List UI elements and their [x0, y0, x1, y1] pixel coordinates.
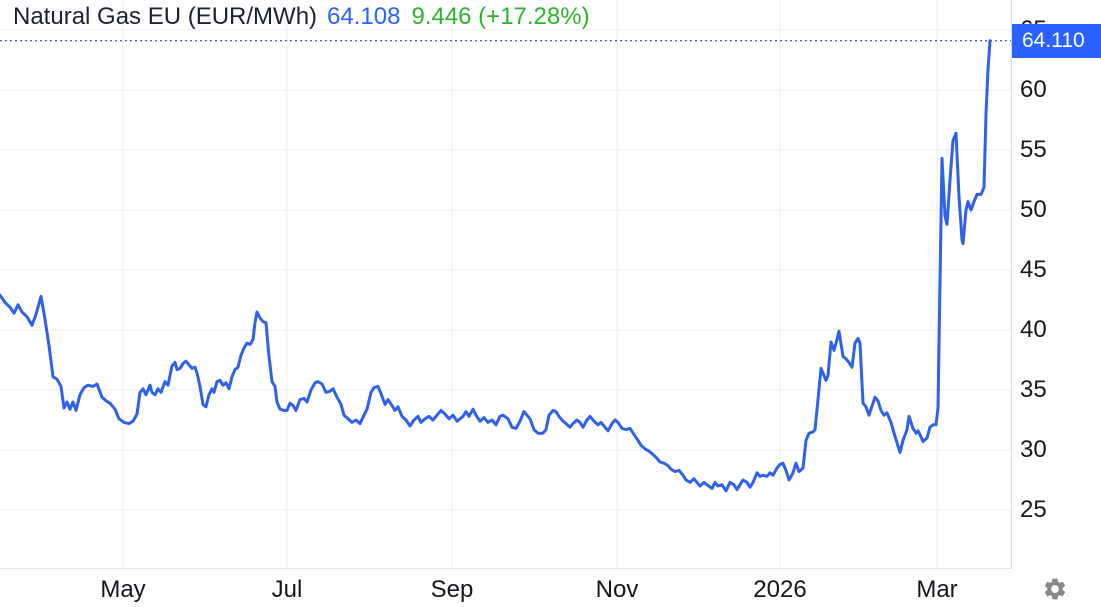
y-axis-label: 40: [1020, 316, 1047, 343]
settings-button[interactable]: [1040, 575, 1070, 603]
y-axis-label: 25: [1020, 496, 1047, 523]
chart-title-bar: Natural Gas EU (EUR/MWh) 64.108 9.446 (+17…: [13, 3, 590, 31]
price-change-value: 9.446 (+17.28%): [411, 3, 590, 30]
x-axis-label: Jul: [271, 576, 303, 603]
price-line-chart: [0, 0, 1011, 568]
last-price-tag-value: 64.110: [1022, 28, 1085, 52]
price-series-line: [0, 39, 992, 493]
gear-icon: [1044, 578, 1066, 600]
x-axis-label: May: [100, 576, 146, 603]
y-axis-label: 50: [1020, 196, 1047, 223]
plot-area[interactable]: [0, 0, 1012, 569]
y-axis[interactable]: 253035404550556065 64.110: [1012, 0, 1101, 568]
x-axis-label: Mar: [916, 576, 958, 603]
last-price-value: 64.108: [327, 3, 401, 30]
y-axis-label: 30: [1020, 436, 1047, 463]
y-axis-label: 60: [1020, 76, 1047, 103]
x-axis-label: Sep: [430, 576, 474, 603]
y-axis-label: 35: [1020, 376, 1047, 403]
last-price-tag: 64.110: [1012, 23, 1101, 58]
x-axis-label: Nov: [595, 576, 639, 603]
instrument-name: Natural Gas EU (EUR/MWh): [13, 3, 318, 30]
y-axis-label: 55: [1020, 136, 1047, 163]
x-axis[interactable]: May Jul Sep Nov 2026 Mar: [0, 569, 1011, 607]
x-axis-label: 2026: [753, 576, 807, 603]
y-axis-label: 45: [1020, 256, 1047, 283]
